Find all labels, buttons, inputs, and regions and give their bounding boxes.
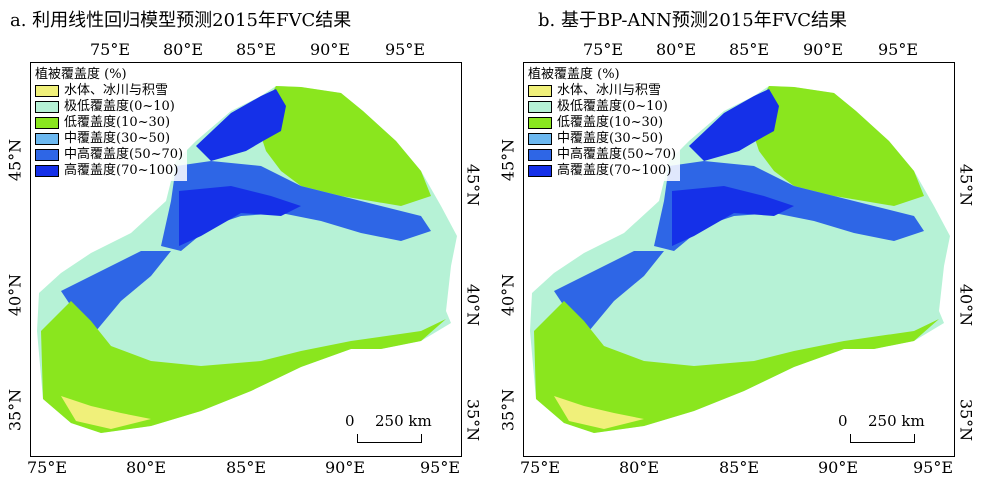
legend-label: 低覆盖度(10~30) — [557, 115, 664, 130]
map-panel: a. 利用线性回归模型预测2015年FVC结果 75°E 80°E 85°E 9… — [0, 0, 500, 488]
legend-swatch — [528, 101, 552, 113]
legend-item: 高覆盖度(70~100) — [35, 163, 183, 179]
bottom-lon-label: 80°E — [125, 458, 167, 477]
legend-swatch — [528, 117, 552, 129]
legend-label: 极低覆盖度(0~10) — [64, 99, 175, 114]
right-lat-label: 40°N — [956, 283, 976, 327]
scale-bar: 0 250 km — [838, 412, 925, 443]
legend-swatch — [528, 133, 552, 145]
legend-title: 植被覆盖度 (%) — [35, 67, 127, 82]
bottom-lon-label: 90°E — [324, 458, 366, 477]
top-lon-label: 85°E — [235, 40, 277, 59]
left-lat-label: 35°N — [5, 388, 25, 432]
legend-item: 低覆盖度(10~30) — [35, 115, 183, 131]
top-lon-label: 90°E — [309, 40, 351, 59]
legend-swatch — [35, 117, 59, 129]
legend-label: 极低覆盖度(0~10) — [557, 99, 668, 114]
legend-label: 水体、冰川与积雪 — [557, 83, 662, 98]
panel-title: a. 利用线性回归模型预测2015年FVC结果 — [10, 10, 352, 31]
left-lat-label: 45°N — [5, 138, 25, 182]
scale-line — [850, 434, 915, 443]
right-lat-label: 35°N — [463, 398, 483, 442]
legend-label: 高覆盖度(70~100) — [64, 163, 179, 178]
right-lat-label: 45°N — [956, 163, 976, 207]
bottom-lon-label: 90°E — [817, 458, 859, 477]
scale-zero: 0 — [838, 412, 848, 430]
legend-label: 中高覆盖度(50~70) — [557, 147, 677, 162]
legend-item: 高覆盖度(70~100) — [528, 163, 676, 179]
legend-item: 水体、冰川与积雪 — [35, 83, 183, 99]
top-lon-label: 95°E — [877, 40, 919, 59]
legend: 植被覆盖度 (%) 水体、冰川与积雪 极低覆盖度(0~10) 低覆盖度(10~3… — [526, 65, 681, 181]
bottom-lon-label: 95°E — [419, 458, 461, 477]
top-lon-label: 95°E — [384, 40, 426, 59]
legend-swatch — [528, 149, 552, 161]
left-lat-label: 35°N — [498, 388, 518, 432]
legend-swatch — [35, 101, 59, 113]
legend-swatch — [35, 149, 59, 161]
bottom-lon-label: 75°E — [519, 458, 561, 477]
bottom-lon-label: 95°E — [912, 458, 954, 477]
legend-label: 中覆盖度(30~50) — [557, 131, 664, 146]
scale-zero: 0 — [345, 412, 355, 430]
top-lon-label: 85°E — [728, 40, 770, 59]
legend-swatch — [528, 165, 552, 177]
legend-item: 中覆盖度(30~50) — [35, 131, 183, 147]
top-lon-label: 90°E — [802, 40, 844, 59]
legend-title: 植被覆盖度 (%) — [528, 67, 620, 82]
top-lon-label: 80°E — [162, 40, 204, 59]
map-panel: b. 基于BP-ANN预测2015年FVC结果 75°E 80°E 85°E 9… — [493, 0, 993, 488]
panel-title: b. 基于BP-ANN预测2015年FVC结果 — [538, 10, 847, 31]
bottom-lon-label: 85°E — [225, 458, 267, 477]
right-lat-label: 35°N — [956, 398, 976, 442]
scale-label: 250 km — [868, 412, 925, 430]
top-lon-label: 80°E — [655, 40, 697, 59]
legend-item: 极低覆盖度(0~10) — [35, 99, 183, 115]
legend-item: 水体、冰川与积雪 — [528, 83, 676, 99]
legend-swatch — [35, 133, 59, 145]
left-lat-label: 40°N — [5, 273, 25, 317]
legend-item: 中覆盖度(30~50) — [528, 131, 676, 147]
legend-label: 高覆盖度(70~100) — [557, 163, 672, 178]
legend-item: 极低覆盖度(0~10) — [528, 99, 676, 115]
bottom-lon-label: 80°E — [618, 458, 660, 477]
legend-label: 水体、冰川与积雪 — [64, 83, 169, 98]
legend-item: 中高覆盖度(50~70) — [528, 147, 676, 163]
left-lat-label: 45°N — [498, 138, 518, 182]
right-lat-label: 45°N — [463, 163, 483, 207]
legend-item: 中高覆盖度(50~70) — [35, 147, 183, 163]
scale-line — [357, 434, 422, 443]
legend-label: 低覆盖度(10~30) — [64, 115, 171, 130]
bottom-lon-label: 75°E — [26, 458, 68, 477]
right-lat-label: 40°N — [463, 283, 483, 327]
legend-label: 中高覆盖度(50~70) — [64, 147, 184, 162]
top-lon-label: 75°E — [582, 40, 624, 59]
legend: 植被覆盖度 (%) 水体、冰川与积雪 极低覆盖度(0~10) 低覆盖度(10~3… — [33, 65, 188, 181]
legend-swatch — [35, 165, 59, 177]
legend-item: 低覆盖度(10~30) — [528, 115, 676, 131]
legend-swatch — [528, 85, 552, 97]
bottom-lon-label: 85°E — [718, 458, 760, 477]
scale-bar: 0 250 km — [345, 412, 432, 443]
scale-label: 250 km — [375, 412, 432, 430]
left-lat-label: 40°N — [498, 273, 518, 317]
legend-swatch — [35, 85, 59, 97]
legend-label: 中覆盖度(30~50) — [64, 131, 171, 146]
top-lon-label: 75°E — [89, 40, 131, 59]
